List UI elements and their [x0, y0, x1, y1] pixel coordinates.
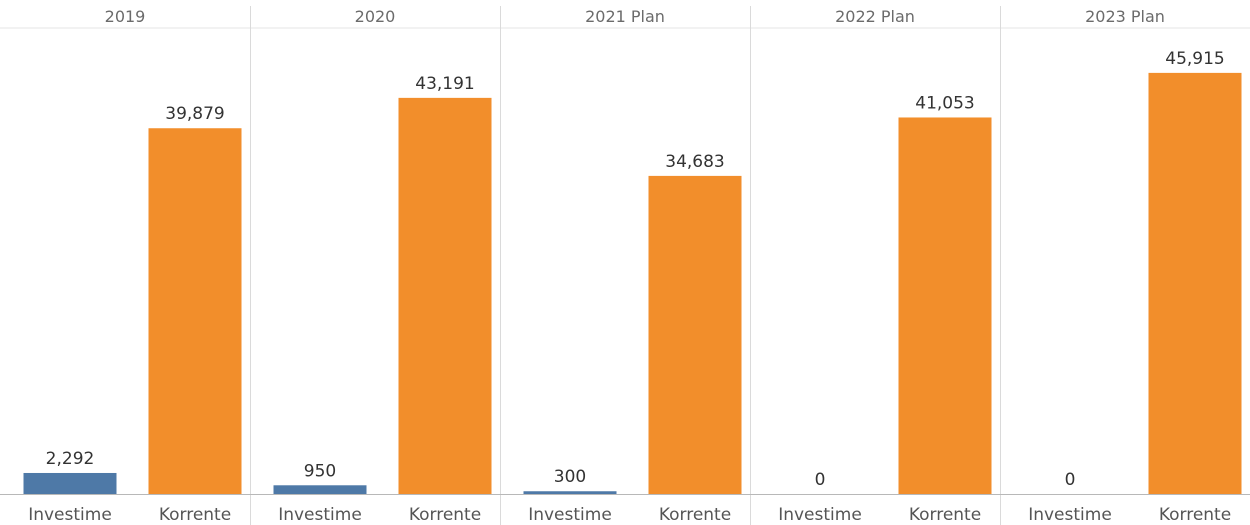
panel-header: 2019 — [105, 7, 146, 26]
category-label: Korrente — [1159, 505, 1231, 525]
bar — [23, 472, 117, 494]
bar — [898, 117, 992, 494]
value-label: 300 — [554, 467, 586, 487]
bar — [273, 485, 367, 494]
bar — [648, 175, 742, 494]
value-label: 34,683 — [665, 152, 724, 172]
category-label: Korrente — [909, 505, 981, 525]
value-label: 0 — [1065, 470, 1076, 490]
value-label: 39,879 — [165, 104, 224, 124]
panel-header: 2020 — [355, 7, 396, 26]
category-label: Investime — [1028, 505, 1112, 525]
category-label: Korrente — [409, 505, 481, 525]
panel-header: 2021 Plan — [585, 7, 665, 26]
bar — [1148, 72, 1242, 494]
value-label: 45,915 — [1165, 49, 1224, 69]
panel-header: 2023 Plan — [1085, 7, 1165, 26]
bar — [148, 128, 242, 494]
value-label: 2,292 — [46, 449, 95, 469]
value-label: 950 — [304, 461, 336, 481]
bar — [398, 97, 492, 494]
category-label: Korrente — [159, 505, 231, 525]
category-label: Investime — [278, 505, 362, 525]
category-label: Investime — [28, 505, 112, 525]
value-label: 41,053 — [915, 93, 974, 113]
panel-header: 2022 Plan — [835, 7, 915, 26]
value-label: 43,191 — [415, 74, 474, 94]
category-label: Korrente — [659, 505, 731, 525]
category-label: Investime — [778, 505, 862, 525]
value-label: 0 — [815, 470, 826, 490]
bar — [523, 491, 617, 494]
category-label: Investime — [528, 505, 612, 525]
